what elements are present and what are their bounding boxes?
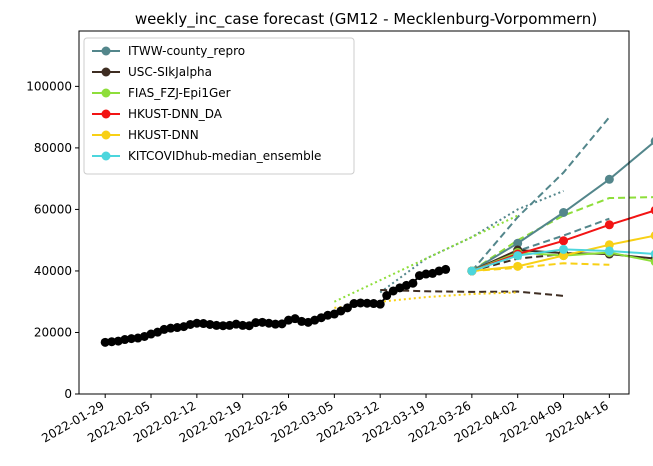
- truth-point-38: [349, 299, 359, 309]
- truth-point-17: [212, 320, 221, 330]
- truth-point-37: [342, 303, 352, 313]
- series-5-point-2: [559, 244, 569, 254]
- truth-point-1: [107, 337, 117, 347]
- truth-point-10: [166, 323, 176, 333]
- y-tick-label-0: 0: [64, 387, 72, 401]
- legend-label-0: ITWW-county_repro: [128, 44, 245, 58]
- truth-point-27: [277, 319, 287, 329]
- truth-point-21: [238, 320, 248, 330]
- x-axis: 2022-01-292022-02-052022-02-122022-02-19…: [39, 394, 611, 445]
- series-4-point-2: [559, 251, 569, 261]
- legend-marker-5: [101, 151, 111, 161]
- plot-series: [100, 116, 653, 347]
- truth-point-0: [100, 337, 110, 347]
- series-4-point-4: [650, 231, 653, 240]
- y-tick-label-4: 80000: [34, 141, 72, 155]
- truth-point-47: [408, 278, 418, 288]
- series-5-point-0: [467, 266, 477, 276]
- series-0-point-2: [559, 208, 569, 217]
- truth-point-49: [421, 269, 431, 279]
- series-5-point-3: [604, 246, 614, 256]
- y-tick-label-1: 20000: [34, 325, 72, 339]
- series-0-point-1: [513, 238, 523, 248]
- series-3-point-3: [604, 220, 614, 230]
- series-0-point-4: [650, 137, 653, 146]
- legend-box: [83, 37, 355, 175]
- truth-point-41: [369, 299, 379, 309]
- plot-frame: [78, 30, 630, 395]
- truth-point-26: [270, 319, 280, 329]
- legend-marker-2: [101, 88, 111, 98]
- legend-label-2: FIAS_FZJ-Epi1Ger: [128, 86, 231, 100]
- series-2-upper-line: [471, 196, 653, 272]
- series-5-point-4: [650, 250, 653, 258]
- legend-label-5: KITCOVIDhub-median_ensemble: [128, 149, 321, 163]
- series-5-point-1: [513, 251, 523, 261]
- legend-marker-0: [101, 46, 111, 56]
- y-axis: 0 20000 40000 60000 80000 100000: [26, 79, 79, 401]
- truth-point-14: [192, 318, 202, 328]
- series-4-point-1: [513, 261, 523, 271]
- legend-label-3: HKUST-DNN_DA: [128, 107, 223, 121]
- truth-point-43: [382, 291, 392, 301]
- legend-label-4: HKUST-DNN: [128, 128, 199, 142]
- truth-point-52: [441, 264, 451, 274]
- chart-title: weekly_inc_case forecast (GM12 - Mecklen…: [135, 10, 597, 29]
- y-tick-label-2: 40000: [34, 264, 72, 278]
- y-tick-label-5: 100000: [26, 79, 72, 93]
- series-2-dotted-line: [333, 214, 519, 303]
- legend-marker-3: [101, 109, 111, 119]
- truth-point-39: [356, 298, 366, 308]
- series-3-point-2: [559, 236, 569, 246]
- truth-point-40: [362, 298, 372, 308]
- legend-marker-1: [101, 67, 111, 77]
- series-4-point-3: [604, 240, 614, 250]
- series-2-point-4: [650, 257, 653, 266]
- series-0-dotted-line: [379, 190, 564, 294]
- legend-marker-4: [101, 130, 111, 140]
- legend: ITWW-county_repro USC-SIkJalpha FIAS_FZJ-E…: [83, 37, 355, 175]
- series-1-lower-line: [380, 289, 564, 297]
- series-0-upper-line: [471, 116, 611, 272]
- truth-point-4: [126, 334, 136, 344]
- y-tick-label-3: 60000: [34, 202, 72, 216]
- truth-point-18: [218, 321, 228, 331]
- truth-point-42: [375, 299, 385, 309]
- truth-point-23: [251, 318, 261, 328]
- series-0-point-3: [604, 174, 614, 184]
- legend-label-1: USC-SIkJalpha: [128, 65, 212, 79]
- series-3-point-4: [650, 206, 653, 215]
